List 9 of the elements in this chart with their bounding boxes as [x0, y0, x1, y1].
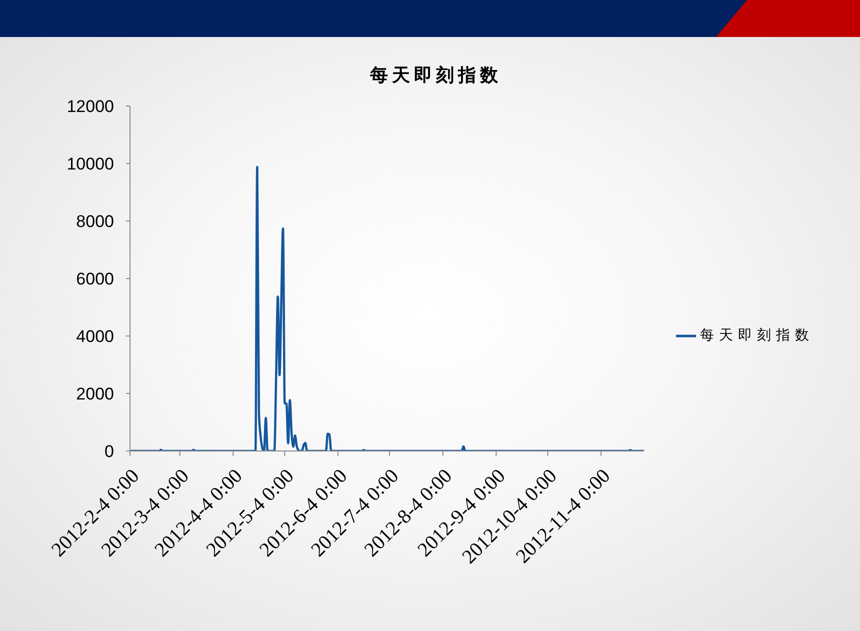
y-tick-label: 0	[104, 442, 114, 462]
legend-label: 每天即刻指数	[700, 326, 814, 343]
y-tick-label: 8000	[76, 212, 114, 232]
y-tick-label: 10000	[66, 154, 114, 174]
y-tick-label: 4000	[76, 327, 114, 346]
y-tick-label: 2000	[76, 384, 114, 404]
y-tick-label: 6000	[76, 270, 114, 289]
y-tick-label: 12000	[66, 97, 114, 116]
chart-title: 每天即刻指数	[369, 64, 503, 87]
